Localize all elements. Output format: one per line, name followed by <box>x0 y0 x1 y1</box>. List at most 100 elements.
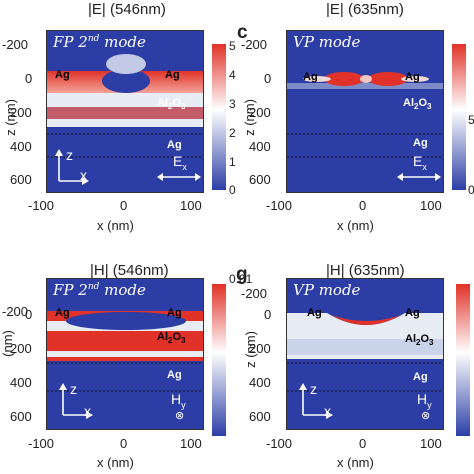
material-label-ag: Ag <box>413 371 428 383</box>
field-map-graphic <box>287 31 443 192</box>
material-label-ag: Ag <box>167 369 182 381</box>
y-tick: 0 <box>264 71 272 86</box>
colorbar-tick: 0.01 <box>229 272 253 286</box>
field-map-top-left: FP 2nd mode Ag Ag Al2O3 Ag z x Ex <box>46 30 204 193</box>
material-label-ag: Ag <box>55 307 70 319</box>
x-tick: 0 <box>120 198 128 213</box>
magnetic-field-label: Hy <box>417 391 432 410</box>
y-tick: 0 <box>264 307 272 322</box>
coordinate-axes-icon <box>55 149 89 185</box>
material-label-al2o3: Al2O3 <box>405 333 434 348</box>
field-map-top-right: VP mode Ag Ag Al2O3 Ag Ex <box>286 30 444 193</box>
material-label-al2o3: Al2O3 <box>157 97 186 112</box>
polarization-label: Ex <box>413 153 427 172</box>
panel-title: |E| (546nm) <box>88 1 166 18</box>
x-axis-label: x (nm) <box>97 455 134 470</box>
y-tick: 200 <box>10 105 32 120</box>
mode-label: FP 2nd mode <box>53 281 146 299</box>
field-map-graphic <box>47 279 203 429</box>
polarization-label: Ex <box>173 153 187 172</box>
material-label-ag: Ag <box>413 137 428 149</box>
panel-title: |E| (635nm) <box>326 1 404 18</box>
coordinate-axes-icon <box>299 383 333 419</box>
x-tick: -100 <box>28 198 55 213</box>
material-label-ag: Ag <box>167 307 182 319</box>
y-tick: 400 <box>249 375 271 390</box>
mode-label: FP 2nd mode <box>53 33 146 51</box>
x-tick: 0 <box>359 198 367 213</box>
y-tick: -200 <box>2 37 29 52</box>
x-axis-label: x (nm) <box>337 455 374 470</box>
material-label-ag: Ag <box>307 307 322 319</box>
coord-label-z: z <box>66 147 73 163</box>
x-tick: -100 <box>266 436 293 451</box>
y-tick: 400 <box>10 375 32 390</box>
panel-title: |H| (635nm) <box>326 262 405 279</box>
coord-label-z: z <box>70 381 77 397</box>
x-tick: 100 <box>420 198 442 213</box>
y-tick: 600 <box>10 172 32 187</box>
x-tick: -100 <box>266 198 293 213</box>
y-tick: 0 <box>25 307 33 322</box>
material-label-ag: Ag <box>165 69 180 81</box>
y-axis-label: (nm) <box>0 330 15 357</box>
y-tick: -200 <box>241 286 268 301</box>
colorbar-tick: 5 <box>229 39 236 53</box>
x-axis-label: x (nm) <box>337 218 374 233</box>
coord-label-x: x <box>324 403 331 419</box>
field-map-bottom-left: FP 2nd mode Ag Ag Al2O3 Ag z x Hy ⊗ <box>46 278 204 430</box>
x-tick: 0 <box>120 436 128 451</box>
into-page-icon: ⊗ <box>175 410 185 422</box>
colorbar-tick: 3 <box>229 97 236 111</box>
panel-letter: g <box>236 264 248 285</box>
y-tick: 400 <box>10 139 32 154</box>
material-label-al2o3: Al2O3 <box>157 331 186 346</box>
double-arrow-icon <box>397 173 441 181</box>
mode-label: VP mode <box>293 281 361 299</box>
double-arrow-icon <box>157 173 201 181</box>
colorbar <box>212 44 226 190</box>
colorbar-tick: 1 <box>229 155 236 169</box>
coord-label-x: x <box>84 403 91 419</box>
into-page-icon: ⊗ <box>421 410 431 422</box>
magnetic-field-label: Hy <box>171 391 186 410</box>
coordinate-axes-icon <box>59 383 93 419</box>
y-tick: 600 <box>249 409 271 424</box>
x-tick: -100 <box>28 436 55 451</box>
y-tick: 400 <box>249 139 271 154</box>
colorbar-tick: 5 <box>468 113 474 127</box>
colorbar <box>456 284 470 436</box>
y-axis-label: z (nm) <box>2 99 18 136</box>
field-map-graphic <box>287 279 443 429</box>
y-tick: 200 <box>10 341 32 356</box>
coord-label-z: z <box>310 381 317 397</box>
material-label-ag: Ag <box>405 307 420 319</box>
y-axis-label: z (nm) <box>241 99 257 136</box>
y-axis-label: z (nm) <box>242 331 258 368</box>
y-tick: 200 <box>249 105 271 120</box>
material-label-ag: Ag <box>303 71 318 83</box>
material-label-ag: Ag <box>167 139 182 151</box>
x-axis-label: x (nm) <box>97 218 134 233</box>
colorbar-tick: 0 <box>229 183 236 197</box>
material-label-ag: Ag <box>55 69 70 81</box>
y-tick: -200 <box>241 37 268 52</box>
colorbar-tick: 2 <box>229 126 236 140</box>
coord-label-x: x <box>80 167 87 183</box>
mode-label: VP mode <box>293 33 361 51</box>
y-tick: 200 <box>249 341 271 356</box>
panel-title: |H| (546nm) <box>90 262 169 279</box>
x-tick: 100 <box>180 436 202 451</box>
panel-letter: c <box>237 22 248 43</box>
field-map-graphic <box>47 31 203 192</box>
material-label-ag: Ag <box>405 71 420 83</box>
y-tick: 0 <box>25 71 33 86</box>
field-map-bottom-right: VP mode Ag Ag Al2O3 Ag z x Hy ⊗ <box>286 278 444 430</box>
y-tick: 600 <box>249 172 271 187</box>
y-tick: 600 <box>10 409 32 424</box>
y-tick: -200 <box>2 304 29 319</box>
material-label-al2o3: Al2O3 <box>403 97 432 112</box>
x-tick: 100 <box>180 198 202 213</box>
x-tick: 0 <box>359 436 367 451</box>
colorbar <box>452 44 466 190</box>
